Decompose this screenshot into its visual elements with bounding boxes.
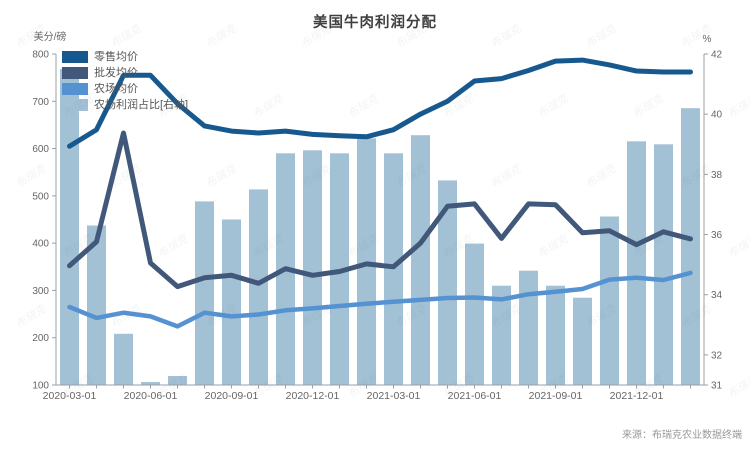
bar-2021-04-01 — [411, 135, 430, 385]
bar-2020-10-01 — [249, 189, 268, 385]
chart-title: 美国牛肉利润分配 — [313, 15, 437, 31]
bar-2021-12-01 — [627, 141, 646, 385]
retail-avg-price-swatch-icon — [62, 51, 88, 63]
left-axis-unit-label: 美分/磅 — [34, 30, 67, 43]
right-axis-unit-label: % — [703, 34, 712, 45]
bar-2020-09-01 — [222, 219, 241, 385]
left-axis-tick-label: 100 — [32, 381, 49, 392]
x-axis-tick-label: 2021-09-01 — [529, 390, 583, 402]
bar-2021-09-01 — [546, 285, 565, 385]
left-axis-tick-label: 200 — [32, 333, 49, 344]
x-axis-tick-label: 2020-12-01 — [286, 390, 340, 402]
legend-label: 批发均价 — [94, 67, 138, 79]
legend-item-wholesale-avg-price[interactable]: 批发均价 — [62, 67, 188, 79]
bar-2022-02-01 — [681, 108, 700, 385]
data-source-caption: 来源：布瑞克农业数据终端 — [622, 430, 742, 441]
right-axis-tick-label: 38 — [711, 170, 723, 181]
bar-2021-06-01 — [465, 243, 484, 385]
bar-2021-05-01 — [438, 180, 457, 385]
farm-avg-price-swatch-icon — [62, 83, 88, 95]
x-axis-tick-label: 2021-06-01 — [448, 390, 502, 402]
bar-2021-10-01 — [573, 297, 592, 385]
x-axis-tick-label: 2021-03-01 — [367, 390, 421, 402]
right-axis-tick-label: 42 — [711, 50, 723, 61]
line-农场均价 — [67, 270, 693, 329]
bar-2021-08-01 — [519, 270, 538, 385]
bar-2020-07-01 — [168, 376, 187, 385]
left-axis-tick-label: 700 — [32, 97, 49, 108]
bar-2022-01-01 — [654, 144, 673, 385]
bar-2021-11-01 — [600, 216, 619, 385]
bar-2020-05-01 — [114, 333, 133, 385]
legend-label: 农场利润占比[右轴] — [94, 99, 189, 111]
bar-2021-07-01 — [492, 285, 511, 385]
bar-2020-03-01 — [60, 69, 79, 385]
bar-2020-06-01 — [141, 382, 160, 385]
wholesale-avg-price-swatch-icon — [62, 67, 88, 79]
right-axis-tick-label: 32 — [711, 350, 723, 361]
left-axis-tick-label: 600 — [32, 144, 49, 155]
legend-label: 农场均价 — [94, 83, 138, 95]
legend-item-farm-profit-share[interactable]: 农场利润占比[右轴] — [62, 99, 188, 111]
line-零售均价 — [67, 57, 693, 149]
x-axis-tick-label: 2020-06-01 — [124, 390, 178, 402]
x-axis-tick-label: 2021-12-01 — [610, 390, 664, 402]
right-axis-tick-label: 36 — [711, 230, 723, 241]
x-axis-tick-label: 2020-03-01 — [43, 390, 97, 402]
bar-2020-12-01 — [303, 150, 322, 385]
legend-item-farm-avg-price[interactable]: 农场均价 — [62, 83, 188, 95]
bar-2020-08-01 — [195, 201, 214, 385]
legend-label: 零售均价 — [94, 51, 138, 63]
line-批发均价 — [67, 130, 693, 290]
legend: 零售均价 批发均价 农场均价 农场利润占比[右轴] — [62, 51, 188, 115]
farm-profit-share-swatch-icon — [62, 99, 88, 111]
left-axis-tick-label: 500 — [32, 191, 49, 202]
left-axis-tick-label: 300 — [32, 286, 49, 297]
left-axis-tick-label: 800 — [32, 50, 49, 61]
left-axis-tick-label: 400 — [32, 239, 49, 250]
right-axis-tick-label: 34 — [711, 290, 723, 301]
right-axis-tick-label: 40 — [711, 110, 723, 121]
bar-2020-04-01 — [87, 225, 106, 385]
right-axis-tick-label: 31 — [711, 381, 723, 392]
x-axis-tick-label: 2020-09-01 — [205, 390, 259, 402]
legend-item-retail-avg-price[interactable]: 零售均价 — [62, 51, 188, 63]
